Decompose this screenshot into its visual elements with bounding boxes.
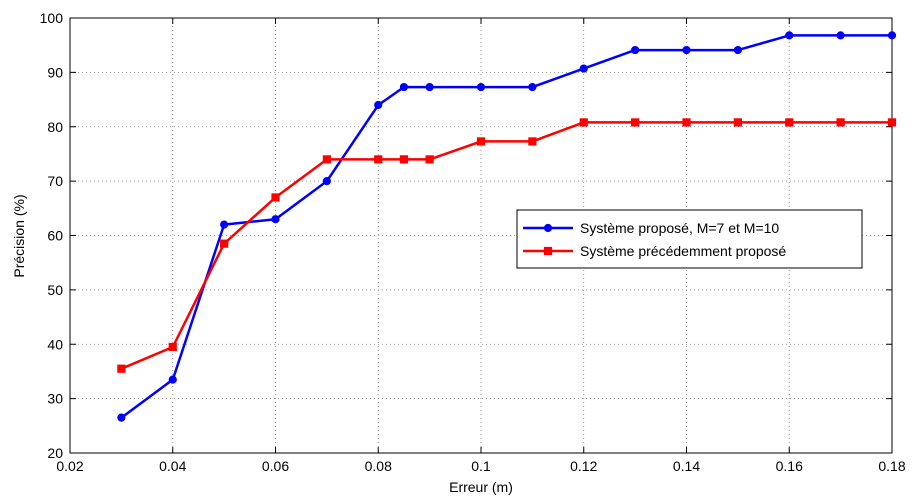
- x-axis-title: Erreur (m): [449, 479, 513, 495]
- data-point: [682, 118, 691, 127]
- data-point: [836, 118, 845, 127]
- data-point: [322, 177, 331, 186]
- data-point: [579, 118, 588, 127]
- x-tick-label: 0.14: [673, 458, 700, 474]
- data-point: [785, 31, 794, 40]
- data-point: [168, 375, 177, 384]
- data-point: [733, 45, 742, 55]
- data-point: [682, 45, 691, 55]
- x-tick-label: 0.04: [159, 458, 186, 474]
- y-tick-label: 60: [47, 228, 63, 244]
- y-axis-title: Précision (%): [11, 194, 27, 277]
- data-point: [399, 82, 409, 92]
- x-tick-label: 0.12: [570, 458, 597, 474]
- data-point: [476, 137, 486, 146]
- data-point: [836, 31, 845, 40]
- data-point: [631, 45, 640, 55]
- data-point: [887, 118, 897, 127]
- data-point: [117, 364, 126, 373]
- axis-ticks: 0.02 0.04 0.06 0.08 0.1 0.12 0.14 0.16 0.18 20 30 4…: [40, 10, 906, 474]
- y-tick-label: 70: [47, 173, 63, 189]
- data-point: [322, 155, 331, 164]
- data-point: [733, 118, 742, 127]
- data-point: [374, 100, 383, 110]
- data-point: [528, 137, 537, 146]
- data-series: [117, 31, 897, 422]
- data-point: [476, 82, 486, 92]
- series-group: [117, 118, 897, 373]
- data-point: [785, 118, 794, 127]
- data-point: [631, 118, 640, 127]
- data-point: [528, 82, 537, 92]
- data-point: [117, 413, 126, 422]
- y-tick-label: 30: [47, 391, 63, 407]
- data-point: [271, 193, 280, 202]
- legend: Système proposé, M=7 et M=10 Système préc…: [516, 209, 863, 269]
- x-tick-label: 0.16: [776, 458, 803, 474]
- legend-marker: [543, 246, 553, 256]
- series-group: [117, 31, 897, 422]
- data-point: [374, 155, 383, 164]
- data-point: [168, 342, 177, 352]
- y-tick-label: 90: [47, 64, 63, 80]
- data-point: [271, 215, 280, 224]
- data-point: [425, 155, 434, 164]
- legend-box: [516, 209, 863, 269]
- y-tick-label: 80: [47, 119, 63, 135]
- data-point: [887, 31, 897, 40]
- x-tick-label: 0.1: [471, 458, 491, 474]
- legend-label: Système proposé, M=7 et M=10: [580, 220, 779, 236]
- legend-marker: [543, 223, 553, 233]
- data-point: [220, 239, 229, 248]
- y-tick-label: 100: [40, 10, 64, 26]
- data-point: [220, 220, 229, 229]
- x-tick-label: 0.02: [56, 458, 83, 474]
- data-point: [579, 64, 588, 73]
- y-tick-label: 20: [47, 445, 63, 461]
- x-tick-label: 0.08: [365, 458, 392, 474]
- legend-label: Système précédemment proposé: [580, 243, 786, 259]
- data-point: [399, 155, 409, 164]
- y-tick-label: 40: [47, 336, 63, 352]
- data-point: [425, 82, 434, 92]
- x-tick-label: 0.18: [878, 458, 905, 474]
- x-tick-label: 0.06: [262, 458, 289, 474]
- y-tick-label: 50: [47, 282, 63, 298]
